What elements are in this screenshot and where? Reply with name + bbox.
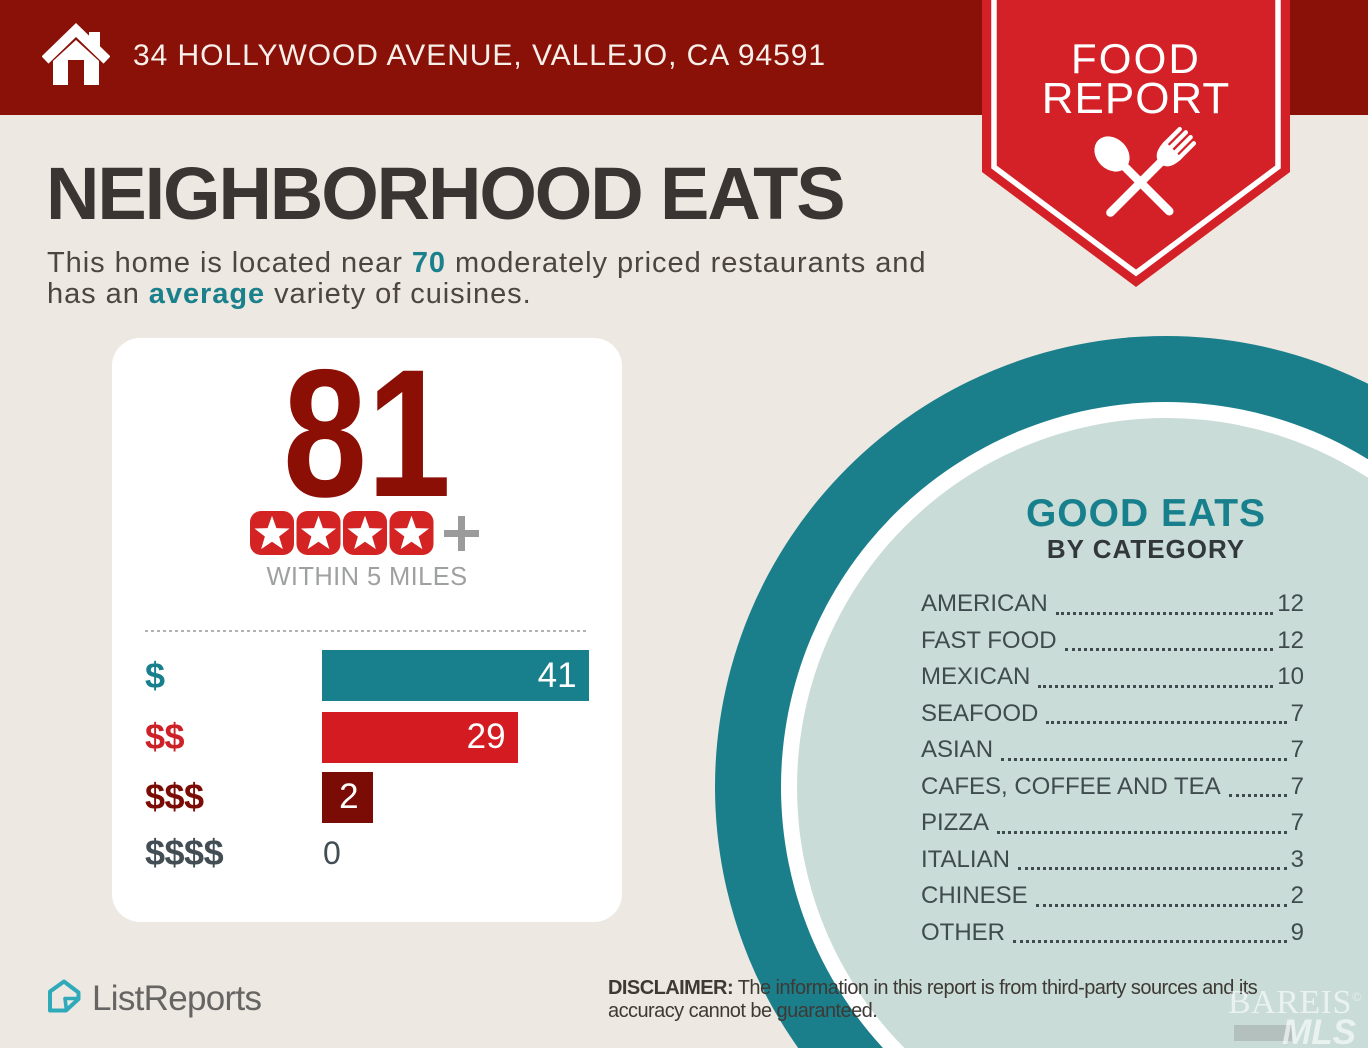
svg-text:REPORT: REPORT [1042,74,1231,123]
svg-text:FOOD: FOOD [1071,35,1201,82]
